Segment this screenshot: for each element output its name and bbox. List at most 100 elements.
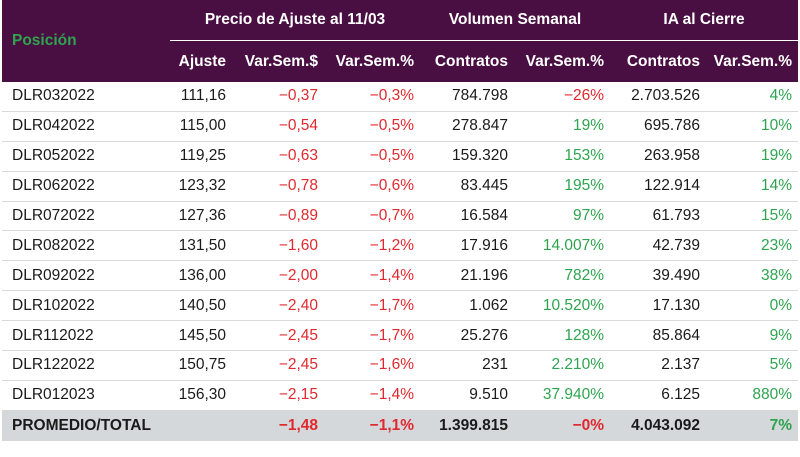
cell-var-usd: −1,60 — [232, 230, 324, 262]
cell-ajuste: 145,50 — [170, 320, 232, 352]
cell-position: DLR052022 — [2, 141, 170, 172]
cell-var-pct: −1,6% — [324, 350, 421, 381]
cell-ajuste: 131,50 — [170, 230, 232, 262]
cell-vol-contracts: 9.510 — [420, 380, 515, 411]
cell-var-pct: −1,7% — [324, 290, 421, 322]
table-row: DLR042022 115,00 −0,54 −0,5% 278.847 19% 695.7… — [2, 111, 799, 142]
table-footer: PROMEDIO/TOTAL −1,48 −1,1% 1.399.815 −0%… — [2, 410, 799, 441]
cell-var-pct: −1,4% — [324, 260, 421, 292]
cell-position: DLR062022 — [2, 171, 170, 202]
cell-position: DLR112022 — [2, 320, 170, 352]
cell-position: DLR072022 — [2, 201, 170, 232]
cell-ajuste: 111,16 — [170, 82, 232, 112]
table-row: DLR122022 150,75 −2,45 −1,6% 231 2.210% 2.137 5… — [2, 350, 799, 381]
table-row: DLR032022 111,16 −0,37 −0,3% 784.798 −26% 2.70… — [2, 82, 799, 112]
cell-vol-var-pct: 128% — [514, 320, 611, 352]
cell-vol-contracts: 25.276 — [420, 320, 515, 352]
header-col-ajuste: Ajuste — [170, 40, 232, 82]
table-row: DLR092022 136,00 −2,00 −1,4% 21.196 782% 39.49… — [2, 260, 799, 292]
header-col-var-pct: Var.Sem.% — [324, 40, 421, 82]
cell-position: DLR012023 — [2, 380, 170, 411]
cell-var-pct: −0,7% — [324, 201, 421, 232]
header-col-vol-var-pct: Var.Sem.% — [514, 40, 611, 82]
cell-oi-contracts: 85.864 — [610, 320, 707, 352]
cell-oi-contracts: 39.490 — [610, 260, 707, 292]
cell-var-usd: −2,00 — [232, 260, 324, 292]
cell-ajuste: 156,30 — [170, 380, 232, 411]
cell-var-usd: −0,54 — [232, 111, 324, 142]
cell-vol-var-pct: 2.210% — [514, 350, 611, 381]
cell-oi-contracts: 2.703.526 — [610, 82, 707, 112]
total-oi: 4.043.092 — [610, 410, 707, 441]
cell-ajuste: 115,00 — [170, 111, 232, 142]
cell-vol-contracts: 278.847 — [420, 111, 515, 142]
total-var-usd: −1,48 — [232, 410, 324, 441]
cell-oi-contracts: 695.786 — [610, 111, 707, 142]
cell-oi-var-pct: 9% — [706, 320, 799, 352]
cell-ajuste: 136,00 — [170, 260, 232, 292]
cell-vol-var-pct: 14.007% — [514, 230, 611, 262]
cell-position: DLR092022 — [2, 260, 170, 292]
cell-var-usd: −0,63 — [232, 141, 324, 172]
cell-vol-var-pct: 19% — [514, 111, 611, 142]
cell-vol-contracts: 784.798 — [420, 82, 515, 112]
cell-var-usd: −0,89 — [232, 201, 324, 232]
cell-var-usd: −2,40 — [232, 290, 324, 322]
header-group-open-interest: IA al Cierre — [610, 0, 799, 41]
cell-ajuste: 140,50 — [170, 290, 232, 322]
header-col-oi-var-pct: Var.Sem.% — [706, 40, 799, 82]
cell-vol-contracts: 16.584 — [420, 201, 515, 232]
cell-oi-var-pct: 19% — [706, 141, 799, 172]
cell-var-pct: −0,6% — [324, 171, 421, 202]
cell-vol-var-pct: 782% — [514, 260, 611, 292]
total-ajuste — [170, 410, 232, 441]
cell-var-pct: −0,5% — [324, 111, 421, 142]
cell-vol-contracts: 83.445 — [420, 171, 515, 202]
cell-position: DLR082022 — [2, 230, 170, 262]
cell-vol-contracts: 231 — [420, 350, 515, 381]
dollar-futures-table: Posición Precio de Ajuste al 11/03 Volum… — [2, 0, 799, 441]
cell-oi-contracts: 17.130 — [610, 290, 707, 322]
cell-vol-var-pct: 37.940% — [514, 380, 611, 411]
cell-vol-var-pct: 195% — [514, 171, 611, 202]
header-group-volume: Volumen Semanal — [420, 0, 611, 41]
cell-vol-contracts: 21.196 — [420, 260, 515, 292]
total-label: PROMEDIO/TOTAL — [2, 410, 170, 441]
table-row: DLR102022 140,50 −2,40 −1,7% 1.062 10.520% 17.… — [2, 290, 799, 322]
cell-ajuste: 123,32 — [170, 171, 232, 202]
cell-oi-contracts: 6.125 — [610, 380, 707, 411]
cell-ajuste: 119,25 — [170, 141, 232, 172]
cell-oi-var-pct: 14% — [706, 171, 799, 202]
cell-vol-var-pct: 153% — [514, 141, 611, 172]
cell-vol-var-pct: 97% — [514, 201, 611, 232]
cell-oi-var-pct: 4% — [706, 82, 799, 112]
cell-vol-contracts: 1.062 — [420, 290, 515, 322]
cell-oi-var-pct: 10% — [706, 111, 799, 142]
header-col-vol-contracts: Contratos — [420, 40, 515, 82]
cell-oi-var-pct: 38% — [706, 260, 799, 292]
table-row: DLR112022 145,50 −2,45 −1,7% 25.276 128% 85.86… — [2, 320, 799, 352]
total-oi-var: 7% — [706, 410, 799, 441]
total-row: PROMEDIO/TOTAL −1,48 −1,1% 1.399.815 −0%… — [2, 410, 799, 441]
total-vol: 1.399.815 — [420, 410, 515, 441]
header-position: Posición — [2, 0, 170, 82]
cell-vol-var-pct: −26% — [514, 82, 611, 112]
cell-position: DLR042022 — [2, 111, 170, 142]
cell-oi-var-pct: 0% — [706, 290, 799, 322]
total-var-pct: −1,1% — [324, 410, 421, 441]
cell-var-usd: −2,45 — [232, 350, 324, 381]
cell-var-pct: −1,7% — [324, 320, 421, 352]
cell-var-pct: −1,4% — [324, 380, 421, 411]
cell-oi-var-pct: 880% — [706, 380, 799, 411]
cell-position: DLR032022 — [2, 82, 170, 112]
cell-oi-var-pct: 15% — [706, 201, 799, 232]
cell-var-usd: −0,37 — [232, 82, 324, 112]
cell-ajuste: 127,36 — [170, 201, 232, 232]
cell-var-pct: −0,3% — [324, 82, 421, 112]
cell-var-pct: −1,2% — [324, 230, 421, 262]
cell-vol-contracts: 159.320 — [420, 141, 515, 172]
futures-table-container: Posición Precio de Ajuste al 11/03 Volum… — [2, 0, 799, 441]
cell-oi-contracts: 122.914 — [610, 171, 707, 202]
table-row: DLR072022 127,36 −0,89 −0,7% 16.584 97% 61.793… — [2, 201, 799, 232]
cell-position: DLR122022 — [2, 350, 170, 381]
